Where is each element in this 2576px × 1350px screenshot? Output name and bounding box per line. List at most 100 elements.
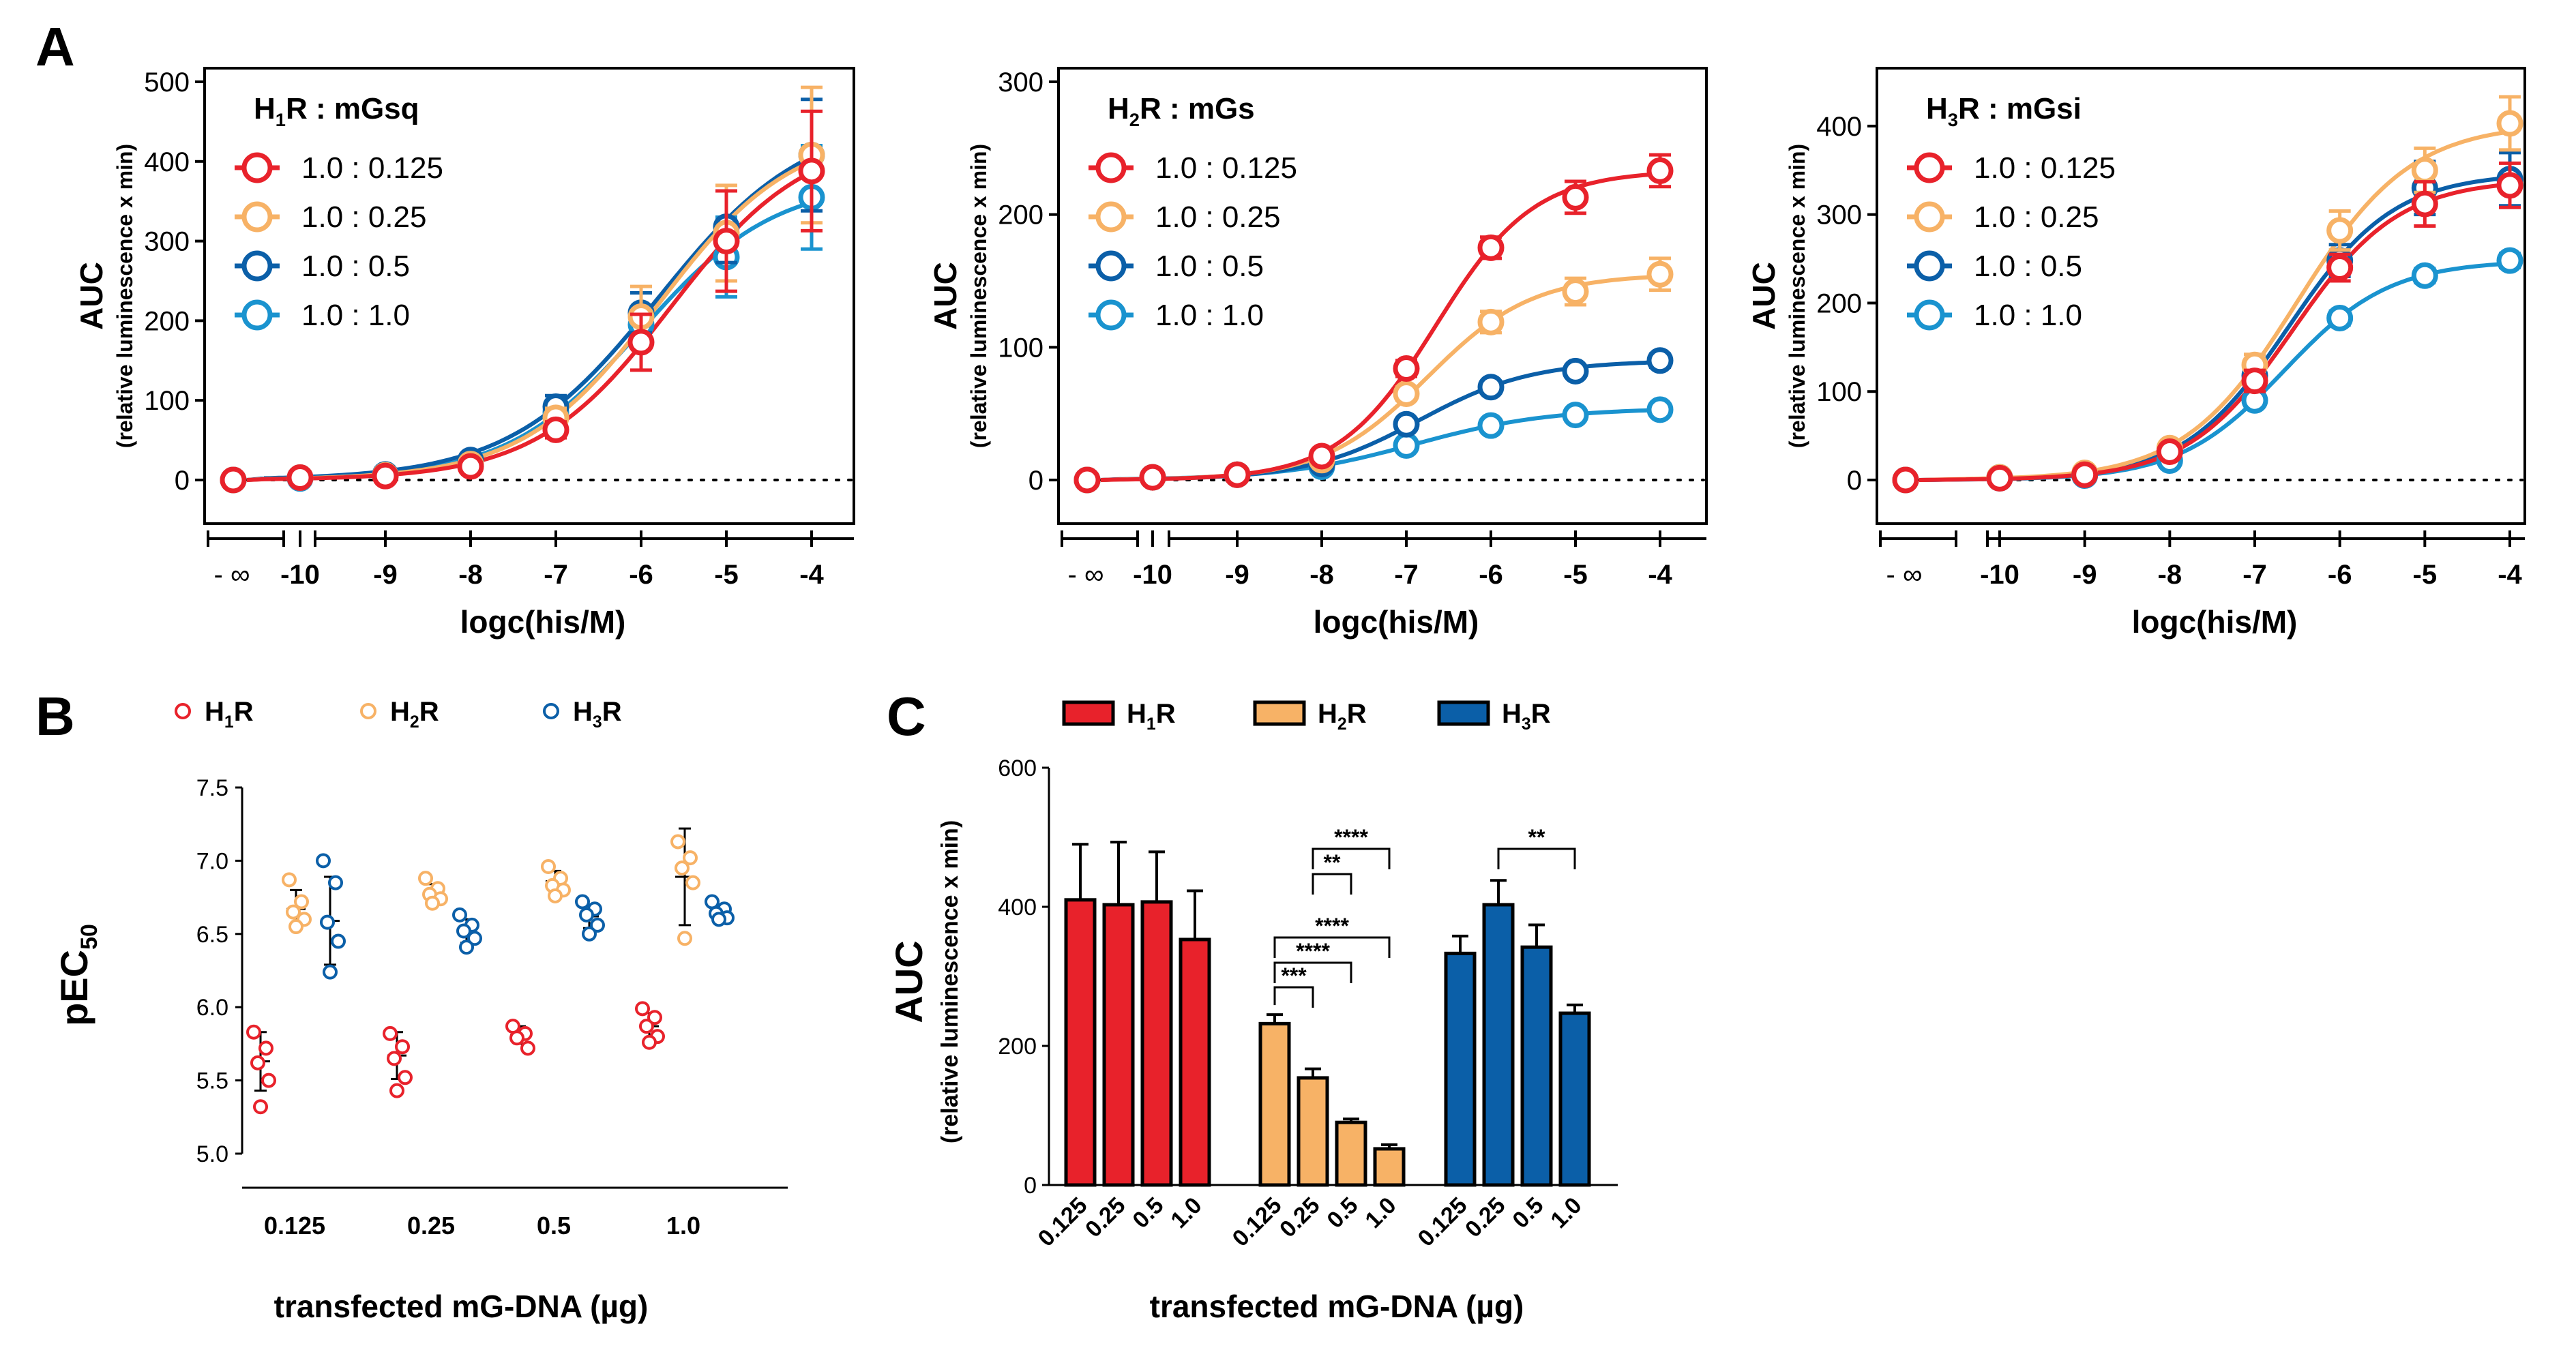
data-point xyxy=(425,895,440,911)
y-tick-label: 5.0 xyxy=(196,1141,228,1167)
y-tick-label: 200 xyxy=(1816,288,1862,318)
data-point xyxy=(1477,234,1505,261)
x-tick-label: 1.0 xyxy=(1166,1192,1206,1233)
x-tick-label: 1.0 xyxy=(666,1212,700,1240)
data-point xyxy=(1646,260,1674,288)
y-axis-label: AUC (relative luminescence x min) xyxy=(1746,144,1809,448)
bar xyxy=(1444,951,1477,1187)
panel-label-a: A xyxy=(35,16,75,77)
panel-label-b: B xyxy=(35,686,75,747)
bar xyxy=(1482,903,1515,1187)
data-point xyxy=(467,931,482,946)
plot-title: H2R : mGs xyxy=(1108,92,1255,130)
data-point xyxy=(713,228,740,255)
panel-a-h3r-chart: 0 100 200 300 400 - ∞ -10 -9 -8 -7 -6 -5 -4 logc(his/… xyxy=(1746,67,2526,640)
legend-label: 1.0 : 0.25 xyxy=(1155,200,1280,234)
x-tick-label: -10 xyxy=(280,560,320,590)
bar xyxy=(1140,900,1173,1187)
y-tick-label: 0 xyxy=(1847,466,1862,496)
data-point xyxy=(2411,157,2438,184)
data-point xyxy=(642,1034,657,1050)
legend-label: H2R xyxy=(1318,699,1367,734)
bar xyxy=(1258,1021,1291,1187)
bar xyxy=(1179,937,1211,1187)
data-point xyxy=(579,907,594,922)
y-tick-label: 500 xyxy=(144,68,190,97)
legend-label: 1.0 : 0.25 xyxy=(301,200,426,234)
x-tick-label: 0.25 xyxy=(1275,1192,1325,1243)
data-point xyxy=(1646,347,1674,374)
x-axis-label: logc(his/M) xyxy=(1314,604,1479,640)
significance-label: *** xyxy=(1281,963,1307,988)
data-point xyxy=(575,894,590,910)
data-point xyxy=(2411,262,2438,289)
y-tick-label: 6.5 xyxy=(196,922,228,948)
significance-label: **** xyxy=(1334,825,1368,850)
data-point xyxy=(250,1055,265,1070)
data-point xyxy=(1393,432,1420,459)
y-tick-label: 600 xyxy=(998,755,1037,781)
x-tick-label: -7 xyxy=(1394,560,1419,590)
data-point xyxy=(2496,247,2523,274)
x-tick-label: -10 xyxy=(1133,560,1172,590)
y-tick-label: 7.0 xyxy=(196,848,228,874)
x-tick-label: 1.0 xyxy=(1360,1192,1401,1233)
y-axis-label: AUC (relative luminescence x min) xyxy=(74,144,137,448)
data-point xyxy=(398,1070,413,1085)
legend-label: 1.0 : 1.0 xyxy=(1155,299,1264,332)
panel-label-c: C xyxy=(887,686,926,747)
data-point xyxy=(2496,110,2523,137)
y-axis-label-sub: (relative luminescence x min) xyxy=(1785,144,1809,448)
bar xyxy=(1297,1076,1329,1187)
significance-label: ** xyxy=(1324,850,1341,875)
legend-marker xyxy=(1095,250,1127,282)
data-point xyxy=(635,1001,650,1017)
legend-marker xyxy=(360,703,376,719)
data-point xyxy=(1308,442,1335,470)
legend-label: H3R xyxy=(573,697,622,732)
x-axis-label: logc(his/M) xyxy=(2132,604,2298,640)
legend-marker xyxy=(1914,201,1945,232)
data-point xyxy=(1986,464,2013,492)
legend-label: 1.0 : 0.5 xyxy=(301,250,410,283)
data-point xyxy=(2156,438,2183,465)
x-tick-label: -6 xyxy=(2328,560,2352,590)
data-point xyxy=(286,904,301,920)
data-point xyxy=(282,872,297,888)
data-point xyxy=(1393,380,1420,407)
data-point xyxy=(328,875,343,890)
legend-label: 1.0 : 0.25 xyxy=(1974,200,2099,234)
data-point xyxy=(2326,217,2354,244)
data-point xyxy=(542,416,569,443)
legend-marker xyxy=(1095,299,1127,331)
data-point xyxy=(590,917,605,933)
significance-bracket xyxy=(1273,936,1391,958)
data-point xyxy=(1562,402,1589,429)
data-point xyxy=(418,871,433,886)
legend-marker xyxy=(1914,250,1945,282)
y-tick-label: 0 xyxy=(175,466,190,496)
significance-bracket xyxy=(1312,847,1391,869)
data-point xyxy=(670,834,685,850)
legend-label: H1R xyxy=(205,697,254,732)
x-tick-label: -5 xyxy=(714,560,739,590)
x-tick-label: 0.125 xyxy=(264,1212,325,1240)
data-point xyxy=(509,1030,524,1046)
y-axis-label-main: AUC xyxy=(928,262,963,330)
x-tick-label: -5 xyxy=(2413,560,2438,590)
data-point xyxy=(1224,461,1251,488)
bar xyxy=(1102,903,1135,1187)
x-tick-label: -4 xyxy=(2498,560,2522,590)
legend-swatch xyxy=(1437,700,1490,726)
y-tick-label: 400 xyxy=(1816,112,1862,142)
data-point xyxy=(1477,412,1505,439)
data-point xyxy=(2411,190,2438,217)
data-point-baseline xyxy=(1074,466,1101,494)
legend-marker xyxy=(241,250,273,282)
data-point xyxy=(677,931,692,946)
x-tick-label: 0.25 xyxy=(407,1212,455,1240)
x-tick-label: -10 xyxy=(1980,560,2019,590)
x-tick-label: 0.5 xyxy=(1322,1192,1363,1233)
data-point xyxy=(457,453,484,480)
